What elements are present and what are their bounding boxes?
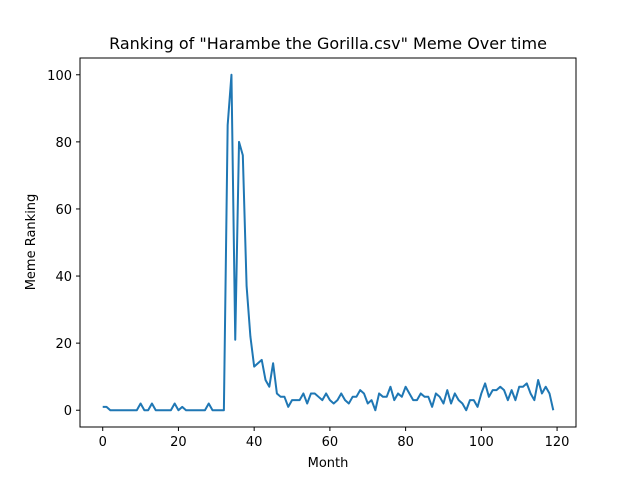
y-tick-label: 80 (55, 136, 72, 151)
y-tick-label: 100 (47, 69, 72, 84)
x-tick-label: 120 (545, 435, 570, 450)
plot-frame (79, 57, 577, 428)
y-tick-label: 20 (55, 337, 72, 352)
x-tick-label: 60 (322, 435, 339, 450)
x-tick-label: 0 (99, 435, 107, 450)
x-tick-label: 40 (246, 435, 263, 450)
x-tick-label: 20 (170, 435, 187, 450)
y-tick-label: 40 (55, 270, 72, 285)
plot-area (102, 73, 555, 412)
y-tick-label: 0 (64, 404, 72, 419)
series-line-0 (102, 73, 555, 412)
chart-title: Ranking of "Harambe the Gorilla.csv" Mem… (109, 34, 547, 53)
y-tick-label: 60 (55, 203, 72, 218)
y-axis-label: Meme Ranking (24, 194, 39, 291)
x-tick-label: 100 (469, 435, 494, 450)
x-tick-label: 80 (397, 435, 414, 450)
axis-ticks: 0 20 40 60 80 100 120 0 20 40 60 80 100 (47, 69, 569, 450)
x-axis-label: Month (308, 456, 349, 471)
